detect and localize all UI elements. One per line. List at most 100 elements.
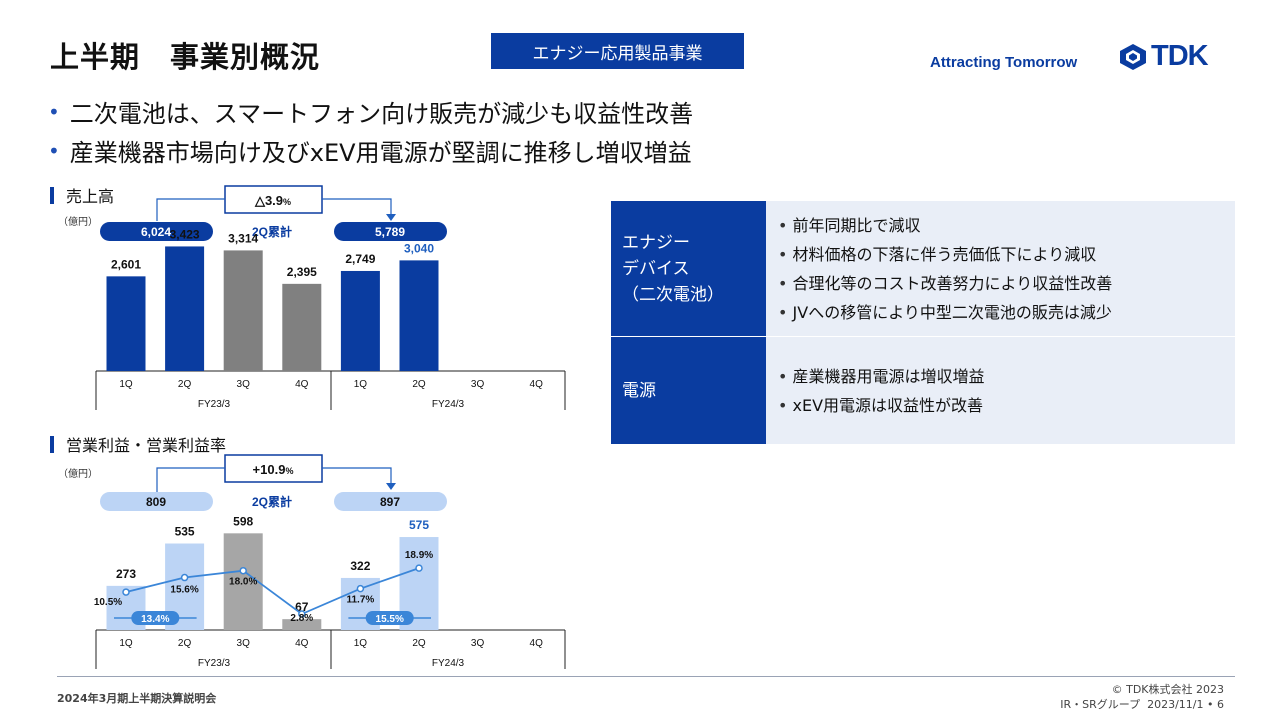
profit-section-title: 営業利益・営業利益率 [50,432,226,456]
row-header: 電源 [611,337,766,444]
sales-h1-curr-pill [334,222,447,241]
data-label: 3,040 [404,241,434,255]
x-tick-label: 3Q [471,379,485,390]
sales-h1-label: 2Q累計 [252,224,292,239]
margin-point [180,573,189,582]
footer-dept: IR・SRグループ [1060,698,1141,711]
x-tick-label: 3Q [237,638,251,649]
data-label: 3,314 [228,231,258,245]
row-header: エナジー デバイス （二次電池） [611,201,766,336]
profit-change-connector [322,467,392,488]
margin-point [415,564,423,572]
segment-summary-table: エナジー デバイス （二次電池） 前年同期比で減収 材料価格の下落に伴う売価低下… [611,201,1235,444]
headline-bullet: • 二次電池は、スマートフォン向け販売が減少も収益性改善 [48,94,693,129]
bar [223,533,263,630]
x-tick-label: 4Q [295,638,309,649]
data-label: 322 [350,559,370,573]
x-tick-label: 1Q [354,379,368,390]
row-divider [611,336,1235,337]
footer-meta: © TDK株式会社 2023 IR・SRグループ 2023/11/1 • 6 [1040,682,1224,712]
profit-h1-prev-value: 809 [146,495,166,509]
margin-point [298,610,306,618]
arrow-head-icon [386,483,396,490]
row-point: 合理化等のコスト改善努力により収益性改善 [778,269,1235,298]
row-header-line: （二次電池） [622,284,724,305]
data-label: 2,601 [111,257,141,271]
profit-chart: +10.9% 809 2Q累計 897 2735355986732257513.… [94,454,566,669]
headline-text: 二次電池は、スマートフォン向け販売が減少も収益性改善 [69,100,694,128]
row-point: JVへの移管により中型二次電池の販売は減少 [778,298,1235,327]
footer-date: 2023/11/1 [1147,698,1204,711]
table-row: エナジー デバイス （二次電池） 前年同期比で減収 材料価格の下落に伴う売価低下… [611,201,1235,336]
bar [106,276,146,371]
x-tick-label: 4Q [295,379,309,390]
x-tick-label: 1Q [119,638,133,649]
data-label: 535 [175,525,195,539]
sales-change-box [224,185,323,214]
data-label: 3,423 [170,227,200,241]
arrow-head-icon [386,214,396,221]
margin-point [122,588,130,596]
row-point: xEV用電源は収益性が改善 [778,391,1235,420]
row-point: 前年同期比で減収 [778,211,1235,240]
data-label: 575 [409,518,429,532]
tdk-emblem-icon [1120,43,1146,70]
x-tick-label: 1Q [119,379,133,390]
x-tick-label: 3Q [237,379,251,390]
bar [165,246,205,371]
sales-h1-prev-pill [100,222,213,241]
sales-change-connector [322,198,392,219]
page-title: 上半期 事業別概況 [50,40,321,74]
profit-unit: （億円） [58,469,98,480]
profit-change-label: +10.9% [253,462,294,477]
section-title-text: 売上高 [66,187,115,206]
footer-copyright: © TDK株式会社 2023 [1111,683,1224,696]
margin-label: 15.6% [170,585,198,596]
half-year-margin-label: 15.5% [376,614,404,625]
fiscal-year-label: FY23/3 [198,399,231,410]
sales-change-label: △3.9% [254,193,291,208]
bar [223,250,263,371]
profit-h1-label: 2Q累計 [252,494,292,509]
margin-label: 18.0% [229,577,257,588]
x-tick-label: 1Q [354,638,368,649]
profit-h1-prev-pill [100,492,213,511]
page-number: 6 [1217,698,1224,711]
bar [340,270,380,371]
data-label: 2,749 [345,252,375,266]
sales-chart: △3.9% 6,024 2Q累計 5,789 2,601 3,423 3,314 2,… [95,185,566,410]
margin-label: 11.7% [346,595,374,606]
margin-point [239,566,247,575]
fiscal-year-label: FY24/3 [432,658,465,669]
sales-h1-curr-value: 5,789 [375,225,405,239]
fiscal-year-label: FY23/3 [198,658,231,669]
row-body: 産業機器用電源は増収増益 xEV用電源は収益性が改善 [766,337,1235,444]
row-header-line: エナジー [622,232,690,253]
x-tick-label: 2Q [412,379,426,390]
footer-event: 2024年3月期上半期決算説明会 [57,692,217,705]
data-label: 273 [116,567,136,581]
headline-bullet: • 産業機器市場向け及びxEV用電源が堅調に推移し増収増益 [48,133,692,168]
row-point: 材料価格の下落に伴う売価低下により減収 [778,240,1235,269]
half-year-margin-badge [365,611,414,625]
sales-change-connector [156,198,225,221]
margin-point [356,584,365,593]
row-header-line: デバイス [622,258,690,279]
half-year-margin-label: 13.4% [141,614,169,625]
table-row: 電源 産業機器用電源は増収増益 xEV用電源は収益性が改善 [611,337,1235,444]
row-point: 産業機器用電源は増収増益 [778,362,1235,391]
segment-badge: エナジー応用製品事業 [491,33,744,69]
profit-h1-curr-value: 897 [380,495,400,509]
x-tick-label: 4Q [530,638,544,649]
headline-text: 産業機器市場向け及びxEV用電源が堅調に推移し増収増益 [69,139,692,167]
row-header-line: 電源 [622,380,656,401]
x-tick-label: 2Q [412,638,426,649]
margin-label: 10.5% [94,597,122,608]
section-title-text: 営業利益・営業利益率 [66,436,227,455]
sales-section-title: 売上高 [50,183,114,207]
footer-divider [57,676,1235,677]
sales-unit: （億円） [58,217,98,228]
x-tick-label: 2Q [178,379,192,390]
x-tick-label: 2Q [178,638,192,649]
tagline: Attracting Tomorrow [930,54,1078,71]
